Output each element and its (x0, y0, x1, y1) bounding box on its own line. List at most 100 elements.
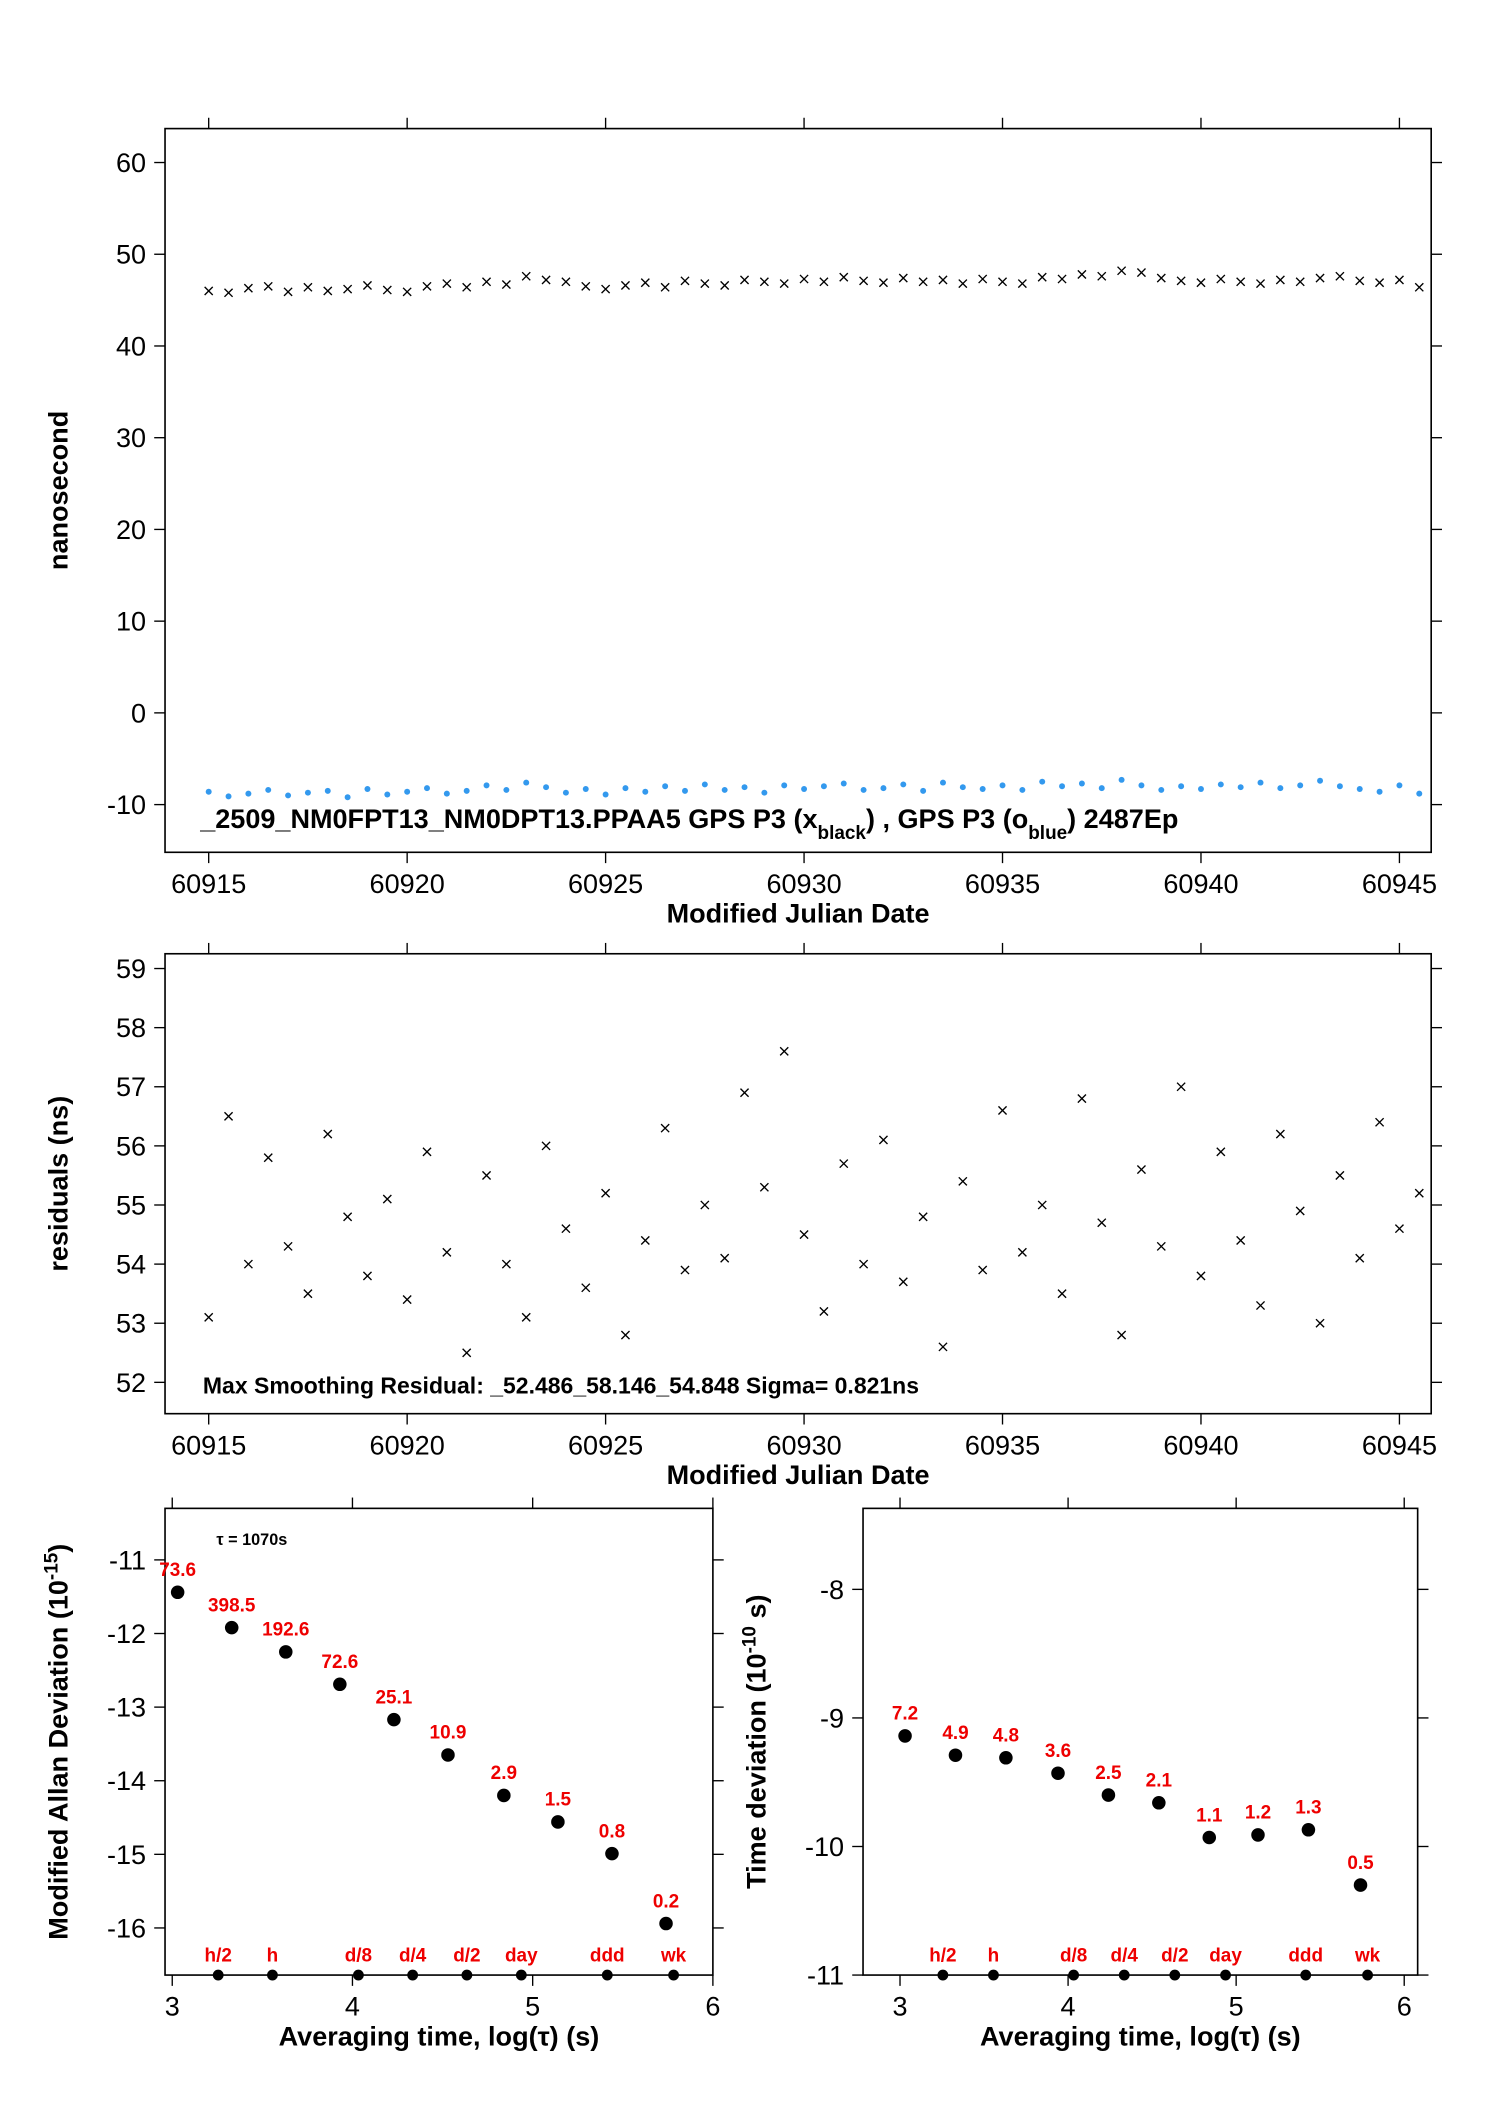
marker-dot (601, 1969, 613, 1981)
point (898, 1729, 912, 1743)
point-x (1156, 1241, 1166, 1251)
plot-frame (164, 952, 1432, 1415)
marker-dot (461, 1969, 473, 1981)
point-o (979, 786, 986, 792)
point-x (1335, 271, 1345, 281)
x-axis-label: Averaging time, log(τ) (s) (980, 2021, 1301, 2051)
marker-label: d/4 (399, 1946, 427, 1967)
x-tick-label: 5 (1229, 1992, 1244, 2022)
point-x (640, 1235, 650, 1246)
point-x (859, 1259, 869, 1269)
point-x (779, 279, 789, 289)
y-axis-label: residuals (ns) (44, 1096, 74, 1272)
point-x (997, 1105, 1008, 1115)
point-o (959, 784, 966, 791)
x-tick-label: 60930 (766, 869, 841, 899)
point-label: 4.9 (942, 1723, 968, 1744)
y-tick-label: -12 (107, 1619, 146, 1649)
plot-frame (862, 1507, 1419, 1976)
y-tick-label: -9 (820, 1703, 844, 1733)
point-x (1017, 279, 1027, 289)
point-label: 2.9 (491, 1763, 517, 1784)
point-x (1236, 1235, 1246, 1246)
point-x (700, 1200, 710, 1210)
point-x (481, 1170, 492, 1180)
point (551, 1815, 565, 1829)
y-tick-label: -13 (107, 1693, 146, 1723)
point-x (1295, 1206, 1305, 1216)
point-o (940, 779, 946, 786)
point-x (1216, 274, 1226, 284)
x-tick-label: 60945 (1362, 1430, 1437, 1460)
point-x (1295, 277, 1305, 287)
point-o (265, 786, 272, 793)
x-tick-label: 60930 (766, 1430, 841, 1460)
point-x (224, 1111, 234, 1121)
point-o (285, 792, 292, 799)
point-x (759, 1182, 769, 1192)
plot-frame (164, 1507, 714, 1976)
point-x (958, 279, 968, 289)
point-x (898, 273, 908, 283)
point-x (839, 272, 849, 282)
point-x (938, 275, 948, 285)
y-tick-label: 0 (131, 698, 146, 728)
point-o (1039, 778, 1046, 785)
y-axis-label-part: ) (44, 1544, 74, 1553)
point-x (323, 286, 333, 296)
point-x (978, 274, 988, 284)
point-x (1037, 272, 1047, 282)
point-x (1355, 1253, 1365, 1263)
point-x (303, 1289, 313, 1299)
point-x (680, 1265, 690, 1275)
point-o (1396, 782, 1403, 789)
point-label: 4.8 (993, 1726, 1019, 1747)
point-x (521, 271, 531, 281)
marker-dot (407, 1969, 419, 1981)
marker-dot (1118, 1969, 1130, 1981)
y-tick-label: 54 (116, 1250, 146, 1280)
y-tick-label: 59 (116, 954, 146, 984)
marker-label: ddd (1288, 1946, 1323, 1967)
y-tick-label: -14 (107, 1766, 146, 1796)
point-x (243, 283, 253, 293)
point-x (1057, 1289, 1067, 1299)
x-axis-label: Modified Julian Date (667, 899, 930, 929)
point-label: 25.1 (375, 1687, 412, 1708)
point-o (1019, 786, 1026, 793)
point-x (263, 1153, 273, 1163)
marker-dot (668, 1969, 680, 1981)
point-x (501, 279, 511, 290)
y-tick-label: 50 (116, 240, 146, 270)
point-x (283, 287, 293, 297)
point-x (1414, 1188, 1424, 1198)
point-label: 398.5 (208, 1595, 255, 1616)
point-o (820, 783, 827, 790)
point-o (920, 787, 927, 794)
point-o (443, 790, 450, 797)
point-x (799, 274, 809, 284)
point-x (839, 1159, 849, 1169)
point-x (1255, 279, 1266, 289)
annotation-part: _2509_NM0FPT13_NM0DPT13.PPAA5 GPS P3 (x (199, 804, 817, 834)
annotation-part: ) 2487Ep (1067, 804, 1178, 834)
y-tick-label: -10 (805, 1832, 844, 1862)
point-x (1275, 275, 1285, 285)
point-o (205, 788, 212, 795)
point (1251, 1828, 1265, 1842)
point-o (1059, 783, 1066, 790)
point-x (541, 1141, 551, 1151)
point-o (1376, 788, 1383, 795)
y-axis-label: nanosecond (44, 411, 74, 570)
point-x (442, 279, 452, 289)
y-tick-label: -16 (107, 1913, 146, 1943)
point-x (878, 278, 888, 288)
x-tick-label: 5 (525, 1992, 540, 2022)
point-x (204, 286, 214, 296)
annotation-part: τ = 1070s (216, 1531, 287, 1549)
point-o (1138, 782, 1145, 789)
marker-dot (988, 1969, 999, 1981)
y-axis-label-part: s) (742, 1594, 772, 1626)
point-o (900, 781, 907, 788)
point-x (1037, 1200, 1047, 1210)
